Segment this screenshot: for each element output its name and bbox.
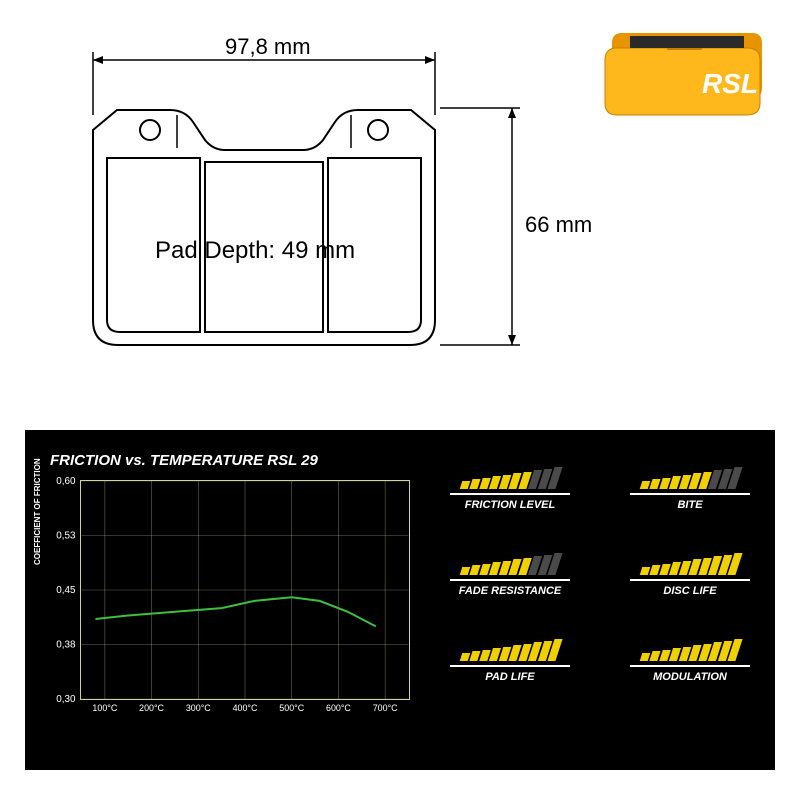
rating-modulation: MODULATION — [615, 637, 765, 685]
svg-text:0,45: 0,45 — [56, 585, 76, 596]
width-dimension: 97,8 mm — [225, 34, 311, 59]
backplate-outline — [93, 110, 435, 345]
pad-diagram: 97,8 mm 66 mm Pad Depth: 49 mm — [45, 50, 565, 410]
rating-bars — [435, 551, 585, 575]
height-dimension: 66 mm — [525, 212, 592, 237]
svg-text:0,53: 0,53 — [56, 530, 76, 541]
rating-bars — [435, 637, 585, 661]
svg-text:700°C: 700°C — [373, 703, 398, 713]
rating-friction-level: FRICTION LEVEL — [435, 465, 585, 513]
product-photo: RSL — [602, 18, 772, 123]
svg-text:0,30: 0,30 — [56, 694, 76, 705]
rating-label: PAD LIFE — [450, 665, 570, 683]
rating-disc-life: DISC LIFE — [615, 551, 765, 599]
performance-panel: FRICTION vs. TEMPERATURE RSL 29 COEFFICI… — [25, 430, 775, 770]
svg-text:100°C: 100°C — [92, 703, 117, 713]
brand-logo: RSL — [702, 68, 758, 99]
rating-label: MODULATION — [630, 665, 750, 683]
ratings-grid: FRICTION LEVEL BITE FADE RESISTANCE DISC LI… — [435, 465, 765, 685]
rating-fade-resistance: FADE RESISTANCE — [435, 551, 585, 599]
svg-text:600°C: 600°C — [326, 703, 351, 713]
rating-label: FRICTION LEVEL — [450, 493, 570, 511]
rating-label: FADE RESISTANCE — [450, 579, 570, 597]
rating-label: BITE — [630, 493, 750, 511]
chart-ylabel: COEFFICIENT OF FRICTION — [33, 458, 42, 565]
svg-text:500°C: 500°C — [279, 703, 304, 713]
svg-text:0,38: 0,38 — [56, 639, 76, 650]
svg-text:0,60: 0,60 — [56, 476, 76, 487]
chart-title: FRICTION vs. TEMPERATURE RSL 29 — [50, 452, 318, 469]
rating-bars — [615, 637, 765, 661]
brake-pad-icon: RSL — [602, 18, 772, 123]
rating-bars — [435, 465, 585, 489]
rating-bars — [615, 551, 765, 575]
svg-text:300°C: 300°C — [186, 703, 211, 713]
top-section: RSL 97,8 mm 66 mm — [0, 0, 800, 420]
rating-bite: BITE — [615, 465, 765, 513]
svg-text:400°C: 400°C — [233, 703, 258, 713]
rating-pad-life: PAD LIFE — [435, 637, 585, 685]
svg-text:200°C: 200°C — [139, 703, 164, 713]
rating-label: DISC LIFE — [630, 579, 750, 597]
pad-depth-label: Pad Depth: 49 mm — [155, 237, 355, 264]
rating-bars — [615, 465, 765, 489]
friction-chart: 0,300,380,450,530,60100°C200°C300°C400°C… — [80, 480, 410, 700]
